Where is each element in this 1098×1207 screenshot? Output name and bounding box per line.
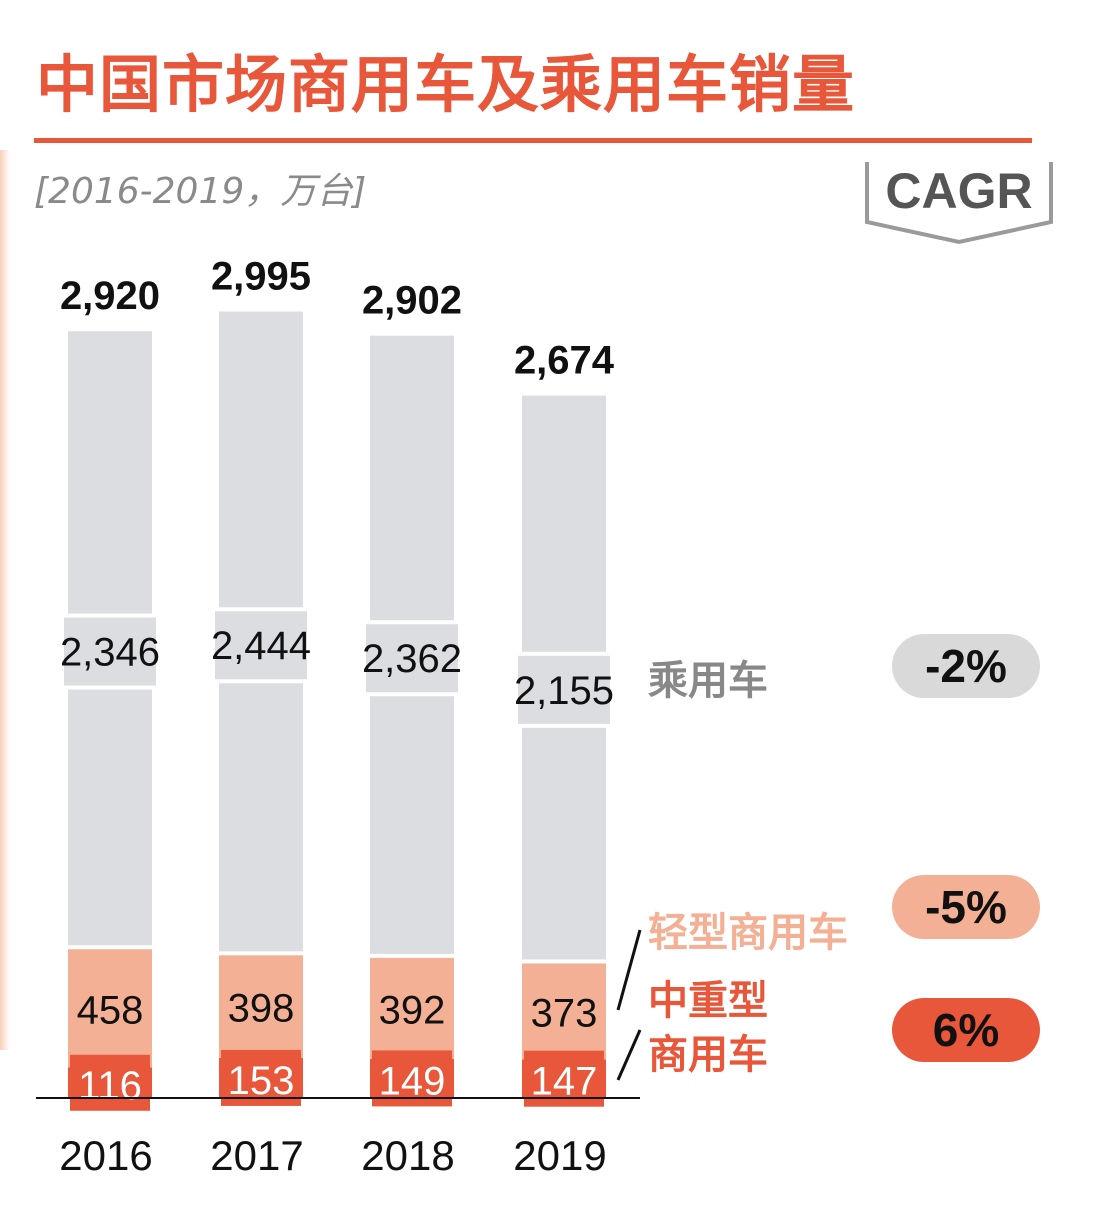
value-label-light-commercial-2017: 398: [228, 987, 295, 1031]
total-label-2018: 2,902: [362, 279, 462, 323]
value-label-heavy-commercial-2019: 147: [531, 1060, 598, 1104]
total-label-2019: 2,674: [514, 339, 615, 383]
title-underline: [34, 138, 1032, 143]
value-label-light-commercial-2016: 458: [77, 988, 144, 1032]
separator-light-passenger-2019: [522, 959, 606, 964]
value-label-light-commercial-2018: 392: [379, 988, 446, 1032]
legend-passenger: 乘用车: [648, 658, 768, 704]
label-bg-heavy-2016: [70, 1054, 150, 1111]
value-label-passenger-2017: 2,444: [211, 624, 311, 668]
total-label-2017: 2,995: [211, 255, 311, 299]
total-label-2016: 2,920: [60, 274, 160, 318]
value-label-passenger-2016: 2,346: [60, 631, 160, 675]
separator-light-passenger-2017: [219, 951, 303, 956]
chart-title: 中国市场商用车及乘用车销量: [36, 48, 856, 121]
value-label-passenger-2018: 2,362: [362, 637, 462, 681]
bar-light-commercial-2019: [522, 961, 606, 1060]
value-label-passenger-2019: 2,155: [514, 669, 614, 713]
bar-light-commercial-2017: [219, 953, 303, 1058]
cagr-header-frame: [865, 162, 1053, 245]
separator-light-passenger-2018: [370, 953, 454, 958]
value-label-heavy-commercial-2018: 149: [379, 1059, 446, 1103]
value-label-light-commercial-2019: 373: [531, 991, 598, 1035]
cagr-heavy-commercial-pill: 6%: [892, 998, 1040, 1062]
x-tick-label-2019: 2019: [513, 1132, 606, 1179]
x-tick-label-2017: 2017: [210, 1132, 303, 1179]
side-gradient-decoration: [0, 150, 10, 1050]
x-tick-label-2018: 2018: [361, 1132, 454, 1179]
label-bg-heavy-2017: [221, 1049, 301, 1106]
separator-light-passenger-2016: [68, 945, 152, 950]
label-bg-inner-passenger-2017: [215, 611, 307, 680]
legend-heavy-commercial-line2: 商用车: [648, 1032, 768, 1078]
x-tick-label-2016: 2016: [59, 1132, 152, 1179]
bar-light-commercial-2016: [68, 947, 152, 1068]
label-bg-inner-passenger-2018: [366, 624, 458, 693]
value-label-heavy-commercial-2016: 116: [78, 1064, 142, 1108]
cagr-header-label: CAGR: [885, 163, 1033, 219]
legend-heavy-commercial-line1: 中重型: [648, 978, 768, 1024]
bar-light-commercial-2018: [370, 955, 454, 1059]
cagr-passenger-pill: -2%: [892, 634, 1040, 698]
cagr-light-commercial-pill: -5%: [892, 875, 1040, 939]
label-bg-inner-passenger-2016: [64, 617, 156, 686]
value-label-heavy-commercial-2017: 153: [228, 1059, 295, 1103]
legend-light-commercial: 轻型商用车: [648, 910, 848, 956]
chart-subtitle: [2016-2019，万台]: [34, 171, 367, 212]
label-bg-inner-passenger-2019: [518, 655, 610, 724]
